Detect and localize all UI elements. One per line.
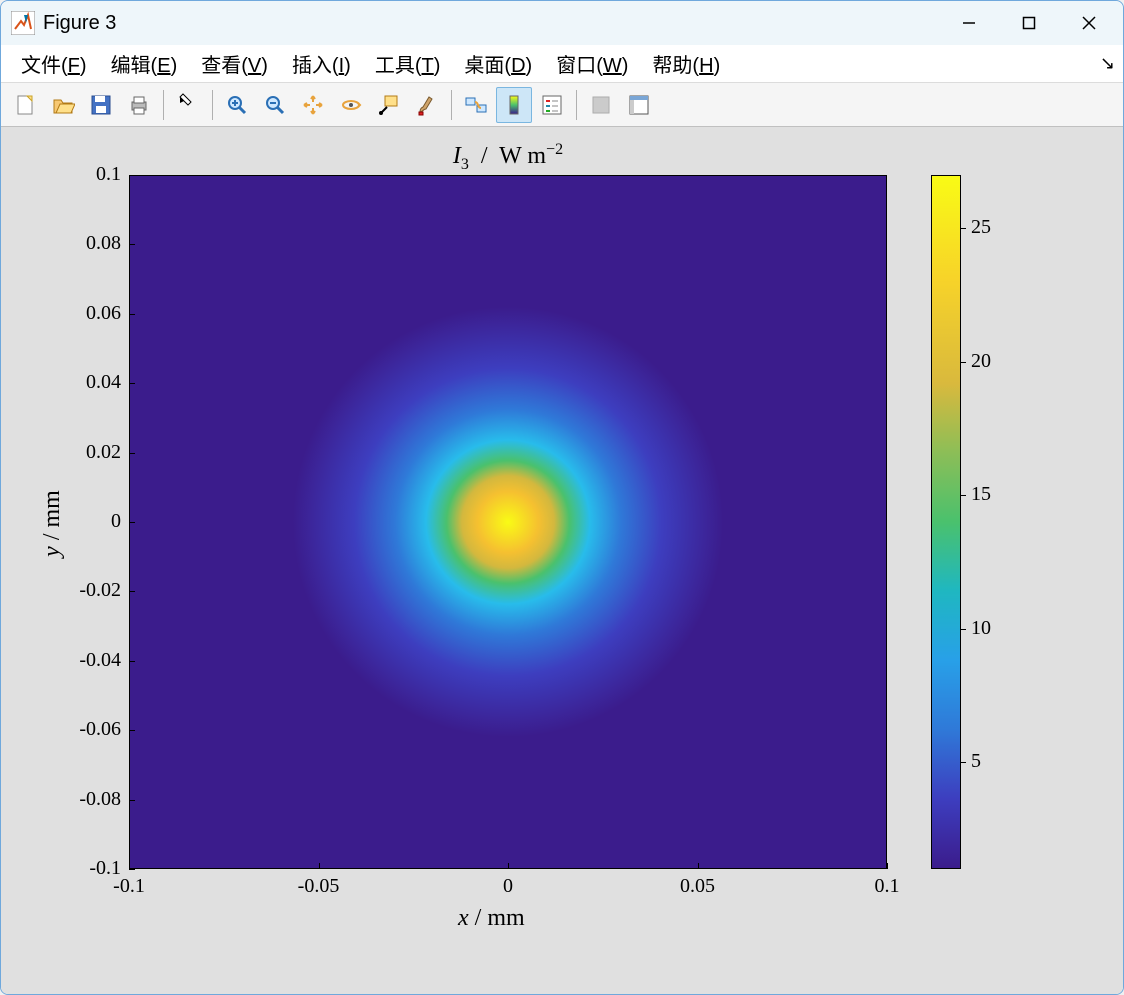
window-title: Figure 3: [43, 12, 116, 35]
y-tick-mark: [129, 244, 135, 245]
insert-colorbar-button[interactable]: [496, 87, 532, 123]
y-tick-label: -0.06: [7, 718, 121, 741]
show-plot-tools-button[interactable]: [621, 87, 657, 123]
figure-area: I3 / W m−2 x / mm y / mm -0.1-0.08-0.06-…: [1, 127, 1123, 994]
zoom-out-button[interactable]: [257, 87, 293, 123]
y-tick-mark: [129, 522, 135, 523]
menu-window[interactable]: 窗口(W): [544, 45, 640, 82]
toolbar-separator: [451, 90, 452, 120]
menu-view[interactable]: 查看(V): [189, 45, 280, 82]
menu-edit[interactable]: 编辑(E): [99, 45, 190, 82]
colorbar-tick-mark: [961, 762, 966, 763]
link-plot-button[interactable]: [458, 87, 494, 123]
x-axis-label: x / mm: [458, 905, 525, 932]
y-tick-mark: [129, 661, 135, 662]
maximize-button[interactable]: [999, 1, 1059, 45]
open-button[interactable]: [45, 87, 81, 123]
pan-button[interactable]: [295, 87, 331, 123]
colorbar[interactable]: [931, 175, 961, 869]
close-button[interactable]: [1059, 1, 1119, 45]
x-tick-label: 0.1: [847, 875, 927, 898]
new-figure-button[interactable]: [7, 87, 43, 123]
y-tick-mark: [129, 453, 135, 454]
hide-plot-tools-button: [583, 87, 619, 123]
y-tick-mark: [129, 175, 135, 176]
zoom-in-button[interactable]: [219, 87, 255, 123]
y-tick-label: 0: [7, 510, 121, 533]
print-button[interactable]: [121, 87, 157, 123]
dock-arrow-icon[interactable]: ↘: [1100, 53, 1115, 74]
figure-window: Figure 3 文件(F) 编辑(E) 查看(V) 插入(I) 工具(T) 桌…: [0, 0, 1124, 995]
axes-box[interactable]: [129, 175, 887, 869]
data-cursor-button[interactable]: [371, 87, 407, 123]
heatmap-image: [130, 176, 886, 868]
x-tick-mark: [508, 863, 509, 869]
y-tick-label: 0.06: [7, 302, 121, 325]
y-tick-mark: [129, 730, 135, 731]
minimize-button[interactable]: [939, 1, 999, 45]
toolbar: [1, 83, 1123, 127]
y-tick-label: -0.02: [7, 579, 121, 602]
colorbar-tick-label: 25: [971, 216, 991, 239]
x-tick-mark: [887, 863, 888, 869]
y-tick-label: 0.04: [7, 371, 121, 394]
x-tick-mark: [319, 863, 320, 869]
y-tick-mark: [129, 591, 135, 592]
colorbar-tick-label: 10: [971, 617, 991, 640]
menu-tools[interactable]: 工具(T): [363, 45, 453, 82]
y-tick-mark: [129, 869, 135, 870]
y-tick-mark: [129, 383, 135, 384]
plot-title: I3 / W m−2: [129, 141, 887, 174]
toolbar-separator: [212, 90, 213, 120]
brush-button[interactable]: [409, 87, 445, 123]
x-tick-mark: [129, 863, 130, 869]
y-tick-label: 0.02: [7, 441, 121, 464]
colorbar-tick-mark: [961, 362, 966, 363]
insert-legend-button[interactable]: [534, 87, 570, 123]
y-tick-mark: [129, 314, 135, 315]
menu-insert[interactable]: 插入(I): [280, 45, 363, 82]
menu-desktop[interactable]: 桌面(D): [452, 45, 544, 82]
colorbar-tick-mark: [961, 228, 966, 229]
colorbar-tick-label: 15: [971, 483, 991, 506]
menu-help[interactable]: 帮助(H): [640, 45, 732, 82]
y-tick-label: 0.1: [7, 163, 121, 186]
colorbar-tick-label: 5: [971, 750, 981, 773]
y-tick-label: 0.08: [7, 232, 121, 255]
save-button[interactable]: [83, 87, 119, 123]
toolbar-separator: [576, 90, 577, 120]
x-tick-mark: [698, 863, 699, 869]
y-tick-mark: [129, 800, 135, 801]
edit-plot-button[interactable]: [170, 87, 206, 123]
menubar: 文件(F) 编辑(E) 查看(V) 插入(I) 工具(T) 桌面(D) 窗口(W…: [1, 45, 1123, 83]
menu-file[interactable]: 文件(F): [9, 45, 99, 82]
colorbar-tick-mark: [961, 495, 966, 496]
colorbar-tick-mark: [961, 629, 966, 630]
rotate-3d-button[interactable]: [333, 87, 369, 123]
toolbar-separator: [163, 90, 164, 120]
x-tick-label: 0: [468, 875, 548, 898]
matlab-icon: [11, 11, 35, 35]
x-tick-label: -0.1: [89, 875, 169, 898]
x-tick-label: 0.05: [658, 875, 738, 898]
titlebar[interactable]: Figure 3: [1, 1, 1123, 45]
x-tick-label: -0.05: [279, 875, 359, 898]
y-tick-label: -0.08: [7, 788, 121, 811]
colorbar-tick-label: 20: [971, 350, 991, 373]
y-tick-label: -0.04: [7, 649, 121, 672]
